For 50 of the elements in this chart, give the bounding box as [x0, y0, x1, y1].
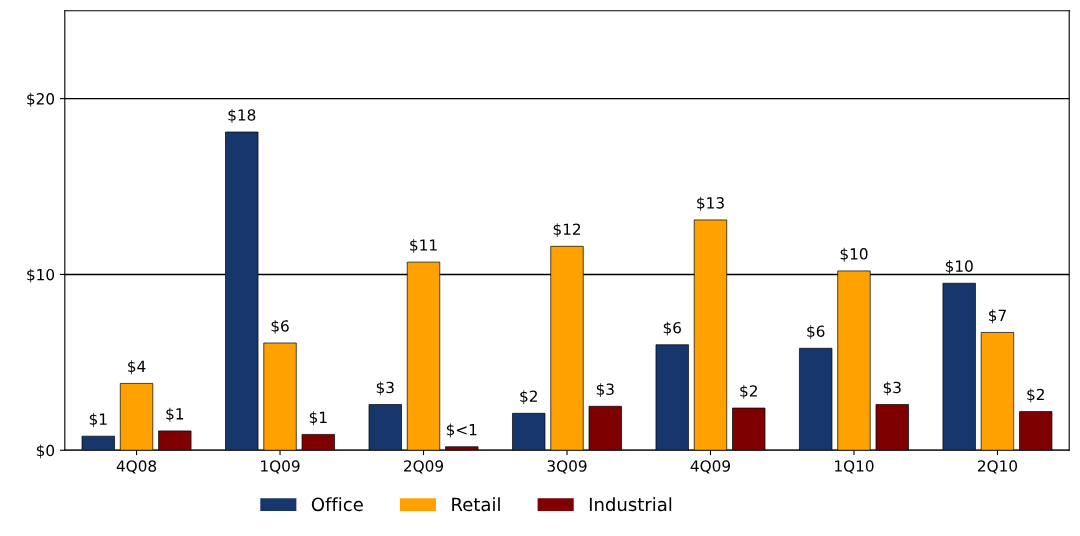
data-label: $1	[166, 407, 184, 422]
data-label: $2	[520, 390, 537, 405]
data-label: $10	[840, 247, 868, 262]
data-label: $1	[309, 411, 327, 426]
x-tick-label: 2Q10	[977, 460, 1018, 474]
data-label: $3	[883, 381, 901, 396]
data-label: $10	[945, 260, 973, 274]
legend-label: Office	[311, 497, 363, 512]
bar	[732, 407, 766, 451]
data-label: $7	[989, 309, 1006, 324]
data-label: $11	[410, 239, 437, 253]
bar	[980, 332, 1015, 451]
legend-label: Industrial	[589, 497, 672, 512]
y-tick-label: $0	[36, 444, 55, 459]
x-tick-label: 2Q09	[404, 460, 444, 474]
x-tick-label: 1Q09	[261, 460, 300, 474]
data-label: $4	[128, 360, 146, 375]
data-label: $6	[807, 325, 825, 340]
bar	[799, 347, 833, 451]
bar	[263, 342, 297, 451]
y-tick-label: $10	[27, 268, 55, 283]
data-label: $2	[1027, 388, 1044, 403]
bar	[119, 383, 154, 451]
bar	[1019, 411, 1053, 451]
bar	[588, 405, 622, 451]
data-label: $3	[596, 383, 614, 398]
x-tick-label: 1Q10	[835, 460, 874, 474]
data-label: $12	[553, 223, 581, 238]
x-tick-label: 4Q08	[116, 460, 157, 474]
bar	[875, 404, 909, 451]
data-label: $6	[663, 321, 681, 336]
y-tick-label: $20	[27, 92, 55, 107]
data-label: $13	[697, 196, 724, 211]
bar	[158, 430, 192, 451]
x-tick-label: 4Q09	[690, 460, 730, 474]
legend-label: Retail	[452, 497, 500, 512]
data-label: $18	[228, 108, 256, 123]
bar	[942, 282, 976, 451]
bar	[445, 446, 479, 451]
data-label: $1	[89, 413, 107, 427]
data-label: $6	[271, 319, 289, 334]
data-label: $2	[740, 384, 757, 399]
data-label: $3	[376, 381, 394, 396]
bar	[81, 435, 115, 451]
x-tick-label: 3Q09	[547, 460, 587, 474]
bar	[655, 344, 689, 451]
bar	[301, 434, 335, 451]
bar	[512, 412, 546, 451]
bar	[368, 404, 402, 451]
data-label: $<1	[446, 423, 477, 438]
